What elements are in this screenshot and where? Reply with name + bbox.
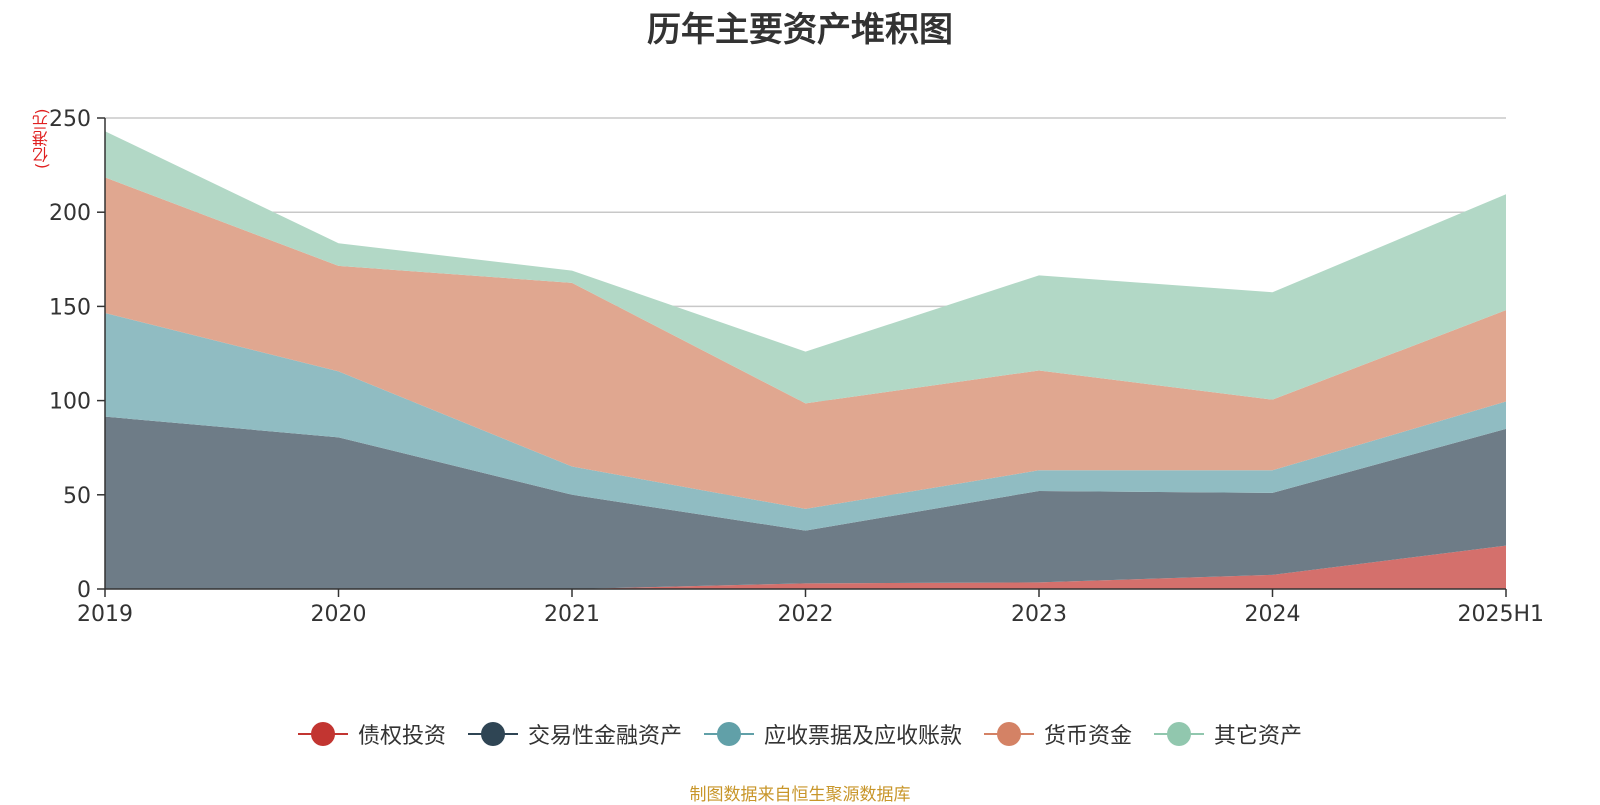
legend-label: 应收票据及应收账款	[763, 724, 962, 749]
area-series-5	[105, 131, 1506, 404]
y-tick-label: 200	[49, 201, 91, 226]
legend-marker	[297, 722, 348, 746]
y-tick-label: 150	[49, 295, 91, 320]
legend-item-4[interactable]: 货币资金	[984, 718, 1132, 750]
y-tick-label: 0	[77, 578, 91, 603]
area-series-2	[105, 416, 1506, 589]
legend-item-3[interactable]: 应收票据及应收账款	[703, 718, 962, 750]
x-tick-label: 2025H1	[1457, 602, 1544, 627]
x-tick-label: 2024	[1245, 602, 1301, 627]
legend-item-5[interactable]: 其它资产	[1154, 718, 1302, 750]
legend-label: 其它资产	[1214, 724, 1303, 749]
data-source-note: 制图数据来自恒生聚源数据库	[689, 785, 911, 805]
y-tick-label: 100	[49, 390, 91, 415]
y-tick-label: 50	[63, 484, 91, 509]
x-tick-label: 2022	[778, 602, 834, 627]
legend-item-2[interactable]: 交易性金融资产	[467, 718, 682, 750]
y-tick-label: 250	[49, 107, 91, 132]
area-series-1	[105, 545, 1506, 589]
chart-title: 历年主要资产堆积图	[647, 10, 953, 50]
legend-marker	[984, 722, 1034, 746]
legend-marker	[467, 722, 518, 746]
legend-marker	[1154, 722, 1205, 746]
legend-label: 交易性金融资产	[527, 724, 682, 749]
area-series-3	[105, 312, 1506, 531]
stacked-area-chart: 0 50 100 150 200 250 2019 2020 2021 2022 2023 2024 2…	[49, 107, 1544, 627]
area-series-4	[105, 177, 1506, 509]
x-tick-label: 2023	[1011, 602, 1067, 627]
legend-label: 债权投资	[357, 724, 446, 749]
legend-item-1[interactable]: 债权投资	[297, 718, 446, 750]
x-tick-label: 2019	[77, 602, 133, 627]
legend-marker	[703, 722, 754, 746]
chart-legend: 债权投资 交易性金融资产 应收票据及应收账款 货币资金 其它资产	[0, 718, 1600, 750]
x-tick-label: 2020	[311, 602, 367, 627]
x-tick-label: 2021	[544, 602, 600, 627]
legend-label: 货币资金	[1044, 724, 1133, 749]
